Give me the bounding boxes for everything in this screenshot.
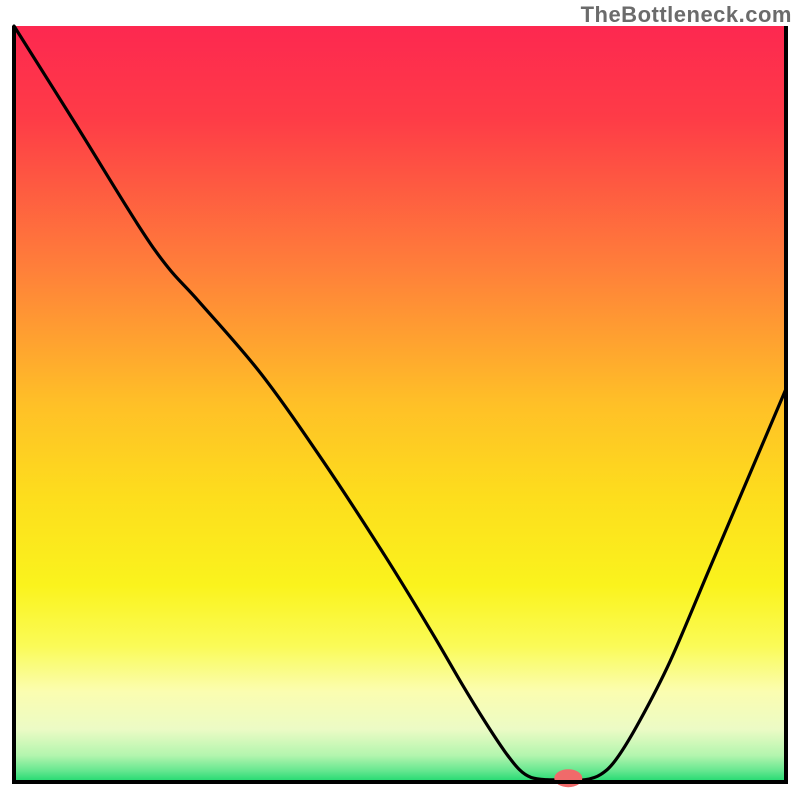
- config-marker: [554, 769, 582, 787]
- chart-container: TheBottleneck.com: [0, 0, 800, 800]
- gradient-background: [14, 26, 786, 782]
- watermark-text: TheBottleneck.com: [581, 2, 792, 28]
- bottleneck-chart: [0, 0, 800, 800]
